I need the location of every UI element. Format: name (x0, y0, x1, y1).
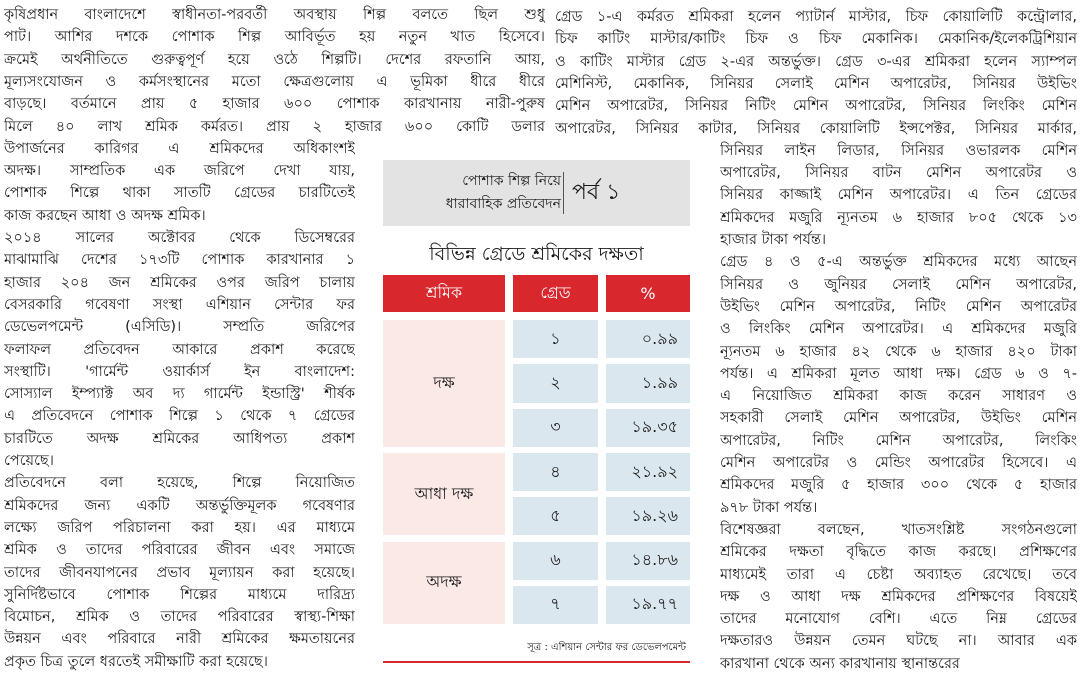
text-line: হাজার টাকা পর্যন্ত। (720, 232, 827, 248)
text-line: ন্যূনতম ৬ হাজার ৪২ থেকে ৬ হাজার ৪২০ টাকা (720, 343, 1077, 360)
text-line: দক্ষতারও উন্নয়ন তেমন ঘটছে না। আবার এক (720, 633, 1077, 650)
text-line: সোস্যাল ইম্প্যাক্ট অব দ্য গার্মেন্ট ইন্ড… (4, 386, 355, 403)
text-line: মেশিন অপারেটর ও মেন্ডিং অপারেটর হিসেবে। … (720, 455, 1077, 471)
table-title: বিভিন্ন গ্রেডে শ্রমিকের দক্ষতা (429, 243, 644, 265)
text-line: বিমোচন, শ্রমিক ও তাদের পরিবারের স্বাস্থ্… (4, 609, 355, 626)
text-line: কৃষিপ্রধান বাংলাদেশে স্বাধীনতা-পরবর্তী অ… (4, 7, 545, 23)
episode: পর্ব ১ (572, 180, 621, 205)
header-cell: শ্রমিক (383, 275, 505, 312)
percent-cell: ১৯.৭৭ (606, 585, 690, 625)
text-line: ও কাটিং মাস্টার গ্রেড ২-এর অন্তর্ভুক্ত। … (555, 53, 1077, 70)
text-line: মাধ্যমেই তারা এ চেষ্টা অব্যাহত রেখেছে। ত… (720, 566, 1077, 583)
header-cell: % (606, 275, 690, 312)
text-line: উন্নয়ন এবং পরিবারে নারী শ্রমিকের ক্ষমতা… (4, 631, 355, 648)
series-label-line: ধারাবাহিক প্রতিবেদন (445, 196, 561, 212)
text-line: অদক্ষ। সাম্প্রতিক এক জরিপে দেখা যায়, (4, 163, 355, 180)
text-line: পেয়েছে। (4, 453, 54, 469)
text-line: শ্রমিক ও তাদের পরিবারের জীবন এবং সমাজে (4, 542, 355, 559)
series-label-line: পোশাক শিল্প নিয়ে (462, 173, 561, 189)
text-line: সিনিয়র ও জুনিয়র সেলাই মেশিন অপারেটর, (720, 276, 1077, 293)
text-line: অপারেটর, নিটিং মেশিন অপারেটর, লিংকিং (720, 432, 1077, 449)
text-line: বেসরকারি গবেষণা সংস্থা এশিয়ান সেন্টার ফ… (4, 296, 355, 313)
grade-cell: ৪ (513, 452, 598, 492)
text-line: মাঝামাঝি দেশের ১৭৩টি পোশাক কারখানার ১ (4, 252, 355, 269)
series-banner (383, 160, 690, 226)
text-line: ডেভেলপমেন্ট (এসিডি)। সম্প্রতি জরিপের (4, 319, 355, 336)
percent-cell: ২১.৯২ (606, 452, 690, 492)
grade-cell: ৫ (513, 497, 598, 536)
text-line: সিনিয়র লাইন লিডার, সিনিয়র ওভারলক মেশিন (720, 142, 1077, 159)
text-line: কারখানা থেকে অন্য কারখানায় স্থানান্তরের (720, 655, 960, 672)
text-line: মেশিন অপারেটর, সিনিয়র নিটিং মেশিন অপারে… (555, 98, 1077, 115)
header-cell: গ্রেড (513, 275, 598, 312)
text-line: পোশাক শিল্পে থাকা সাতটি গ্রেডের চারটিতেই (4, 185, 355, 202)
percent-cell: ১৯.২৬ (606, 497, 690, 536)
text-line: অপারেটর, সিনিয়র বাটন মেশিন অপারেটর ও (720, 165, 1077, 182)
text-line: সহকারী সেলাই মেশিন অপারেটর, উইভিং মেশিন (720, 410, 1077, 427)
text-line: বাড়ছে। বর্তমানে প্রায় ৫ হাজার ৬০০ পোশা… (4, 96, 545, 113)
grade-cell: ১ (513, 320, 598, 359)
grade-cell: ৬ (513, 541, 598, 580)
skill-cell: অদক্ষ (383, 541, 505, 625)
text-line: মূল্যসংযোজন ও কর্মসংস্থানের মতো ক্ষেত্রগ… (4, 73, 545, 90)
text-line: মিলে ৪০ লাখ শ্রমিক কর্মরত। প্রায় ২ হাজা… (4, 118, 545, 135)
text-line: অপারেটর, সিনিয়র কাটার, সিনিয়র কোয়ালিট… (555, 120, 1077, 137)
text-line: চিফ কাটিং মাস্টার/কাটিং চিফ ও চিফ মেকানি… (555, 31, 1077, 48)
text-line: শ্রমিকদের মজুরি ন্যূনতম ৬ হাজার ৮০৫ থেকে… (720, 209, 1077, 226)
text-line: হাজার ২০৪ জন শ্রমিকের ওপর জরিপ চালায় (4, 274, 355, 291)
grade-cell: ২ (513, 364, 598, 403)
text-line: শ্রমিকের দক্ষতা বৃদ্ধিতে কাজ করছে। প্রশি… (720, 544, 1077, 561)
text-line: গ্রেড ১-এ কর্মরত শ্রমিকরা হলেন প্যাটার্ন… (555, 9, 1077, 25)
text-line: এ প্রতিবেদনে পোশাক শিল্পে ১ থেকে ৭ গ্রেড… (4, 408, 355, 425)
text-line: সংস্থাটি। 'গার্মেন্ট ওয়ার্কার্স ইন বাংল… (4, 363, 355, 380)
text-line: পাট। আশির দশকে পোশাক শিল্প আবির্ভূত হয় … (4, 29, 545, 46)
percent-cell: ০.৯৯ (606, 320, 690, 359)
series-label: পোশাক শিল্প নিয়ে ধারাবাহিক প্রতিবেদন (383, 170, 561, 216)
text-line: ২০১৪ সালের অক্টোবর থেকে ডিসেম্বরের (4, 230, 355, 246)
percent-cell: ১৯.৩৫ (606, 408, 690, 447)
text-line: চারটিতে অদক্ষ শ্রমিকের আধিপত্য প্রকাশ (4, 430, 355, 447)
text-line: পর্যন্ত। এ শ্রমিকরা মূলত আধা দক্ষ। গ্রেড… (720, 365, 1077, 382)
text-line: কাজ করছেন আধা ও অদক্ষ শ্রমিক। (4, 207, 206, 224)
text-line: ক্রমেই অর্থনীতিতে গুরুত্বপূর্ণ হয়ে ওঠে … (4, 51, 545, 68)
percent-cell: ১৪.৮৬ (606, 541, 690, 580)
text-line: বিশেষজ্ঞরা বলছেন, খাতসংশ্লিষ্ট সংগঠনগুলো (720, 521, 1077, 538)
text-line: দক্ষ ও আধা দক্ষ শ্রমিকদের প্রশিক্ষণের বি… (720, 588, 1077, 605)
skill-cell: আধা দক্ষ (383, 452, 505, 536)
text-line: সিনিয়র কাজ্জাই মেশিন অপারেটর। এ তিন গ্র… (720, 187, 1077, 204)
text-line: মেশিনিস্ট, মেকানিক, সিনিয়র সেলাই মেশিন … (555, 75, 1077, 92)
text-line: ও লিংকিং মেশিন অপারেটর। এ শ্রমিকদের মজুর… (720, 321, 1077, 338)
text-line: ফলাফল প্রতিবেদন আকারে প্রকাশ করেছে (4, 341, 355, 358)
percent-cell: ১.৯৯ (606, 364, 690, 403)
text-line: গ্রেড ৪ ও ৫-এ অন্তর্ভুক্ত শ্রমিকদের মধ্য… (720, 254, 1077, 271)
grade-cell: ৩ (513, 408, 598, 447)
text-line: প্রকৃত চিত্র তুলে ধরতেই সমীক্ষাটি করা হয… (4, 653, 268, 670)
text-line: প্রতিবেদনে বলা হয়েছে, শিল্পে নিয়োজিত (4, 475, 355, 492)
text-line: উপার্জনের কারিগর এ শ্রমিকদের অধিকাংশই (4, 140, 355, 157)
text-line: শ্রমিকদের জন্য একটি অন্তর্ভুক্তিমূলক গবে… (4, 497, 355, 514)
text-line: সুনির্দিষ্টভাবে পোশাক শিল্পের মাধ্যমে দা… (4, 586, 355, 603)
skill-cell: দক্ষ (383, 320, 505, 447)
table-source: সূত্র : এশিয়ান সেন্টার ফর ডেভেলপমেন্ট (527, 642, 686, 653)
text-line: তাদের জীবনযাপনের প্রভাব মূল্যায়ন করা হয… (4, 564, 355, 581)
text-line: ৯৭৮ টাকা পর্যন্ত। (720, 499, 818, 516)
bottom-rule (383, 661, 690, 663)
text-line: উইভিং মেশিন অপারেটর, নিটিং মেশিন অপারেটর (720, 298, 1077, 315)
text-line: এ নিয়োজিত শ্রমিকরা কাজ করেন সাধারণ ও (720, 388, 1077, 405)
text-line: তাদের মনোযোগ বেশি। এতে নিম্ন গ্রেডের (720, 611, 1077, 628)
text-line: লক্ষ্যে জরিপ পরিচালনা করা হয়। এর মাধ্যম… (4, 519, 355, 536)
text-line: শ্রমিকদের মজুরি ৫ হাজার ৩০০ থেকে ৫ হাজার (720, 477, 1077, 494)
grade-cell: ৭ (513, 585, 598, 625)
banner-divider (563, 172, 564, 214)
